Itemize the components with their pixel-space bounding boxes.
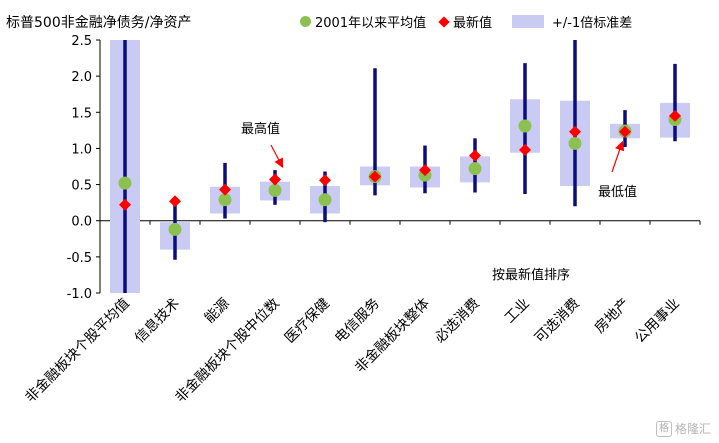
- x-category-label: 信息技术: [131, 295, 183, 347]
- average-point: [468, 162, 482, 176]
- x-category-label: 能源: [202, 296, 233, 327]
- latest-point: [319, 174, 331, 187]
- x-category-label: 必选消费: [432, 296, 483, 347]
- watermark: 格 格隆汇: [655, 420, 711, 437]
- band-swatch-icon: [512, 15, 544, 28]
- min-annotation-arrow: [611, 140, 625, 173]
- latest-point: [219, 183, 231, 196]
- x-category-label: 房地产: [592, 296, 633, 337]
- x-category-label: 非金融板块个股平均值: [23, 296, 133, 406]
- y-tick-label: 1.0: [71, 142, 92, 157]
- annotation-max: 最高值: [241, 122, 281, 137]
- chart-title: 标普500非金融净债务/净资产: [6, 15, 192, 31]
- x-category-label: 工业: [502, 296, 533, 327]
- average-point: [268, 183, 282, 197]
- legend-item-average: 2001年以来平均值: [300, 12, 426, 31]
- x-category-label: 电信服务: [332, 296, 383, 347]
- y-tick-label: 0.5: [71, 179, 92, 194]
- latest-point: [369, 170, 381, 183]
- x-category-label: 医疗保健: [282, 296, 333, 347]
- x-category-label: 可选消费: [532, 296, 583, 347]
- legend-item-latest: 最新值: [438, 12, 493, 31]
- average-point: [118, 176, 132, 190]
- x-category-label: 非金融板块个股中位数: [173, 296, 283, 406]
- watermark-logo-icon: 格: [655, 420, 672, 437]
- average-point: [568, 136, 582, 150]
- latest-point: [419, 164, 431, 177]
- watermark-text: 格隆汇: [674, 422, 711, 436]
- latest-point: [619, 125, 631, 138]
- latest-point: [269, 173, 281, 186]
- y-tick-label: -0.5: [67, 251, 92, 266]
- latest-point: [469, 149, 481, 162]
- y-tick-label: 0.0: [71, 215, 92, 230]
- average-point: [318, 193, 332, 207]
- y-tick-label: 1.5: [71, 106, 92, 121]
- y-tick-label: 2.5: [71, 34, 92, 49]
- latest-point: [569, 125, 581, 138]
- legend-label-average: 2001年以来平均值: [315, 16, 427, 31]
- latest-point: [519, 143, 531, 156]
- legend-item-band: +/-1倍标准差: [512, 12, 632, 31]
- y-tick-label: 2.0: [71, 70, 92, 85]
- latest-point: [119, 198, 131, 211]
- latest-point: [169, 195, 181, 208]
- legend-label-band: +/-1倍标准差: [552, 16, 633, 31]
- legend-label-latest: 最新值: [453, 16, 493, 31]
- average-point: [168, 222, 182, 236]
- annotation-sort-note: 按最新值排序: [492, 268, 571, 283]
- annotation-min: 最低值: [598, 185, 638, 200]
- y-tick-label: -1.0: [67, 287, 92, 302]
- latest-point: [669, 109, 681, 122]
- average-point: [518, 119, 532, 133]
- average-point: [218, 193, 232, 207]
- max-annotation-arrow: [270, 144, 284, 169]
- average-dot-icon: [300, 16, 311, 27]
- x-category-label: 公用事业: [632, 296, 683, 347]
